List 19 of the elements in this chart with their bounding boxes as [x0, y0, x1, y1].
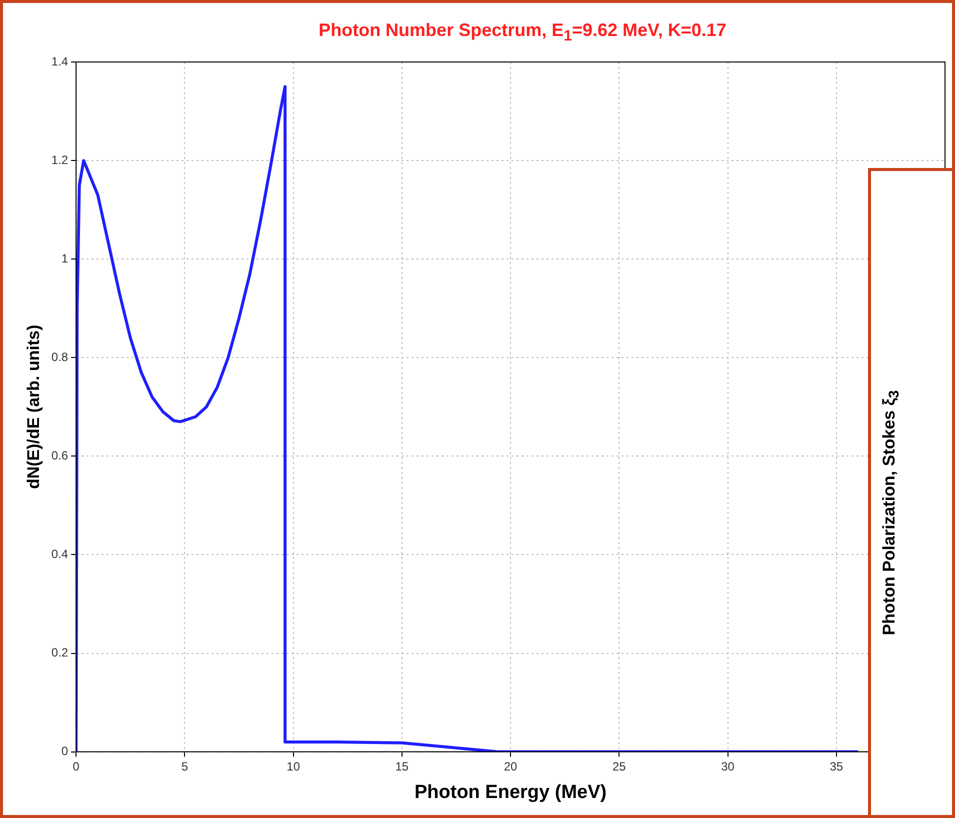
x-tick-label: 5 — [181, 759, 188, 774]
x-tick-label: 10 — [286, 759, 300, 774]
x-axis-title: Photon Energy (MeV) — [414, 782, 607, 803]
y-tick-label: 1.2 — [51, 152, 68, 167]
y-axis-title: dN(E)/dE (arb. units) — [24, 324, 43, 490]
x-tick-label: 20 — [504, 759, 518, 774]
chart-title: Photon Number Spectrum, E$_{1}$=9.62 MeV, K=0.17 — [318, 20, 728, 45]
y-tick-label: 0.6 — [51, 448, 68, 462]
y-tick-label: 1.4 — [51, 54, 68, 68]
y-tick-label: 0.2 — [51, 646, 68, 660]
x-tick-label: 15 — [395, 759, 409, 774]
x-tick-label: 0 — [72, 759, 80, 774]
y-tick-label: 0.4 — [51, 547, 68, 562]
x-tick-label: 30 — [721, 759, 735, 774]
y-tick-label: 0.8 — [51, 350, 68, 364]
y-tick-label: 1 — [61, 251, 68, 266]
x-tick-label: 35 — [830, 759, 844, 774]
x-tick-label: 25 — [612, 759, 626, 774]
y-tick-label: 0 — [61, 744, 68, 758]
